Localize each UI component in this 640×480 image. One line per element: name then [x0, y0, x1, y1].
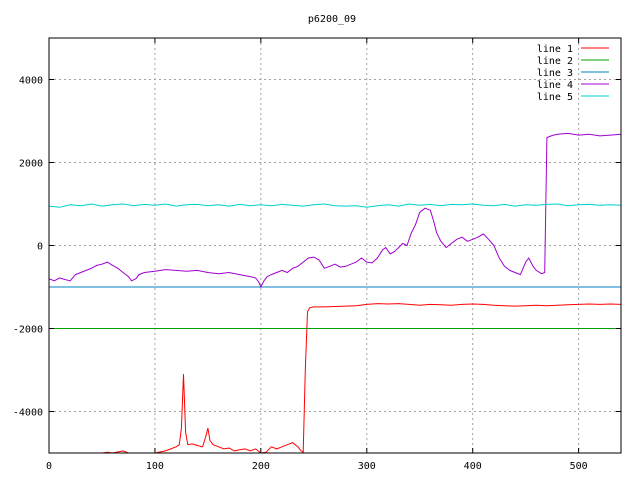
- series-line-5: [49, 203, 621, 208]
- legend-label: line 1: [537, 44, 573, 55]
- x-tick-label: 300: [358, 461, 376, 472]
- y-tick-label: 0: [37, 242, 43, 253]
- grid-layer: [49, 38, 621, 453]
- x-tick-label: 100: [146, 461, 164, 472]
- legend-label: line 4: [537, 80, 573, 91]
- x-tick-label: 200: [252, 461, 270, 472]
- y-tick-label: -4000: [13, 408, 43, 419]
- series-line-4: [49, 132, 621, 289]
- tick-layer: 0 100 200 300 400 500 -4000 -2000 0 2000 4000: [13, 38, 621, 472]
- x-tick-label: 400: [464, 461, 482, 472]
- series-line-1: [49, 303, 621, 453]
- chart-title: p6200_09: [308, 14, 356, 25]
- y-tick-label: 2000: [19, 159, 43, 170]
- legend-label: line 2: [537, 56, 573, 67]
- series-layer: [49, 132, 621, 453]
- y-tick-label: -2000: [13, 325, 43, 336]
- legend-label: line 5: [537, 92, 573, 103]
- y-tick-label: 4000: [19, 76, 43, 87]
- x-tick-label: 0: [46, 461, 52, 472]
- x-tick-label: 500: [570, 461, 588, 472]
- legend-label: line 3: [537, 68, 573, 79]
